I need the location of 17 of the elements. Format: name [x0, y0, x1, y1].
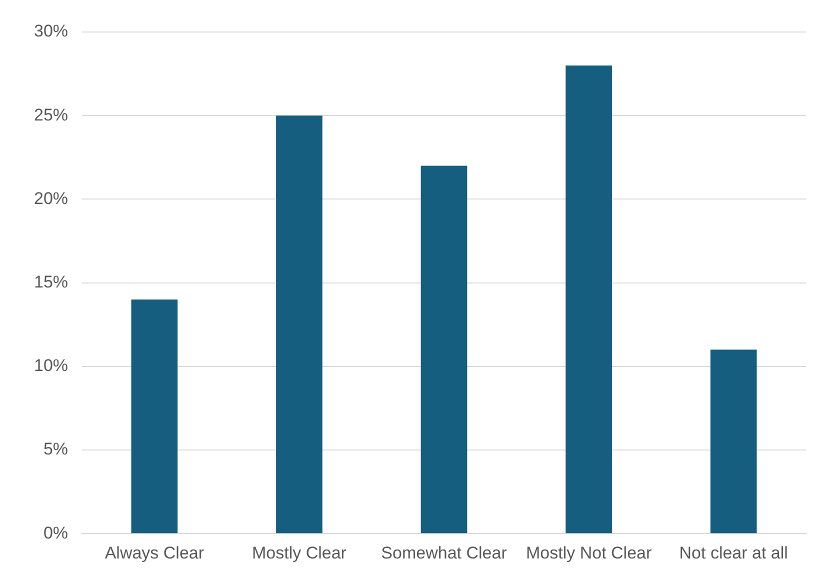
x-tick-label: Mostly Clear — [252, 543, 347, 562]
x-tick-label: Mostly Not Clear — [526, 543, 652, 562]
x-tick-label: Always Clear — [104, 543, 204, 562]
bar — [710, 350, 757, 534]
bar — [420, 166, 468, 534]
y-tick-label: 0% — [43, 523, 68, 542]
y-tick-label: 15% — [34, 272, 68, 292]
bar — [131, 300, 178, 534]
x-tick-label: Somewhat Clear — [381, 543, 508, 562]
y-tick-label: 5% — [43, 440, 68, 459]
y-tick-label: 20% — [34, 188, 68, 208]
y-tick-label: 10% — [34, 356, 68, 376]
bar — [276, 116, 322, 534]
bar — [566, 65, 612, 534]
x-tick-label: Not clear at all — [679, 543, 788, 562]
y-tick-label: 25% — [34, 105, 68, 124]
y-tick-label: 30% — [34, 22, 68, 41]
